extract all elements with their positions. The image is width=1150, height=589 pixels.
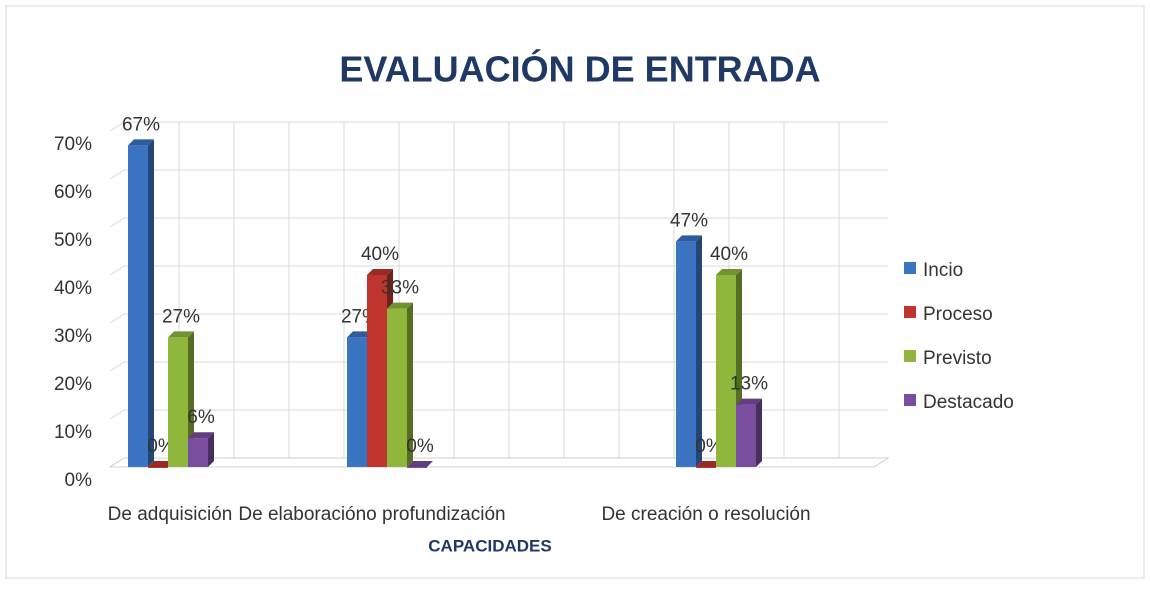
y-tick-label: 70% — [54, 134, 92, 155]
bar-top — [188, 432, 214, 439]
data-label: 40% — [710, 244, 748, 265]
legend-swatch — [904, 262, 916, 274]
bar-top — [676, 235, 702, 242]
x-tick-label: De elaboracióno profundización — [238, 504, 505, 525]
y-tick-label: 30% — [54, 326, 92, 347]
x-tick-label: De creación o resolución — [601, 504, 810, 525]
data-label: 6% — [187, 407, 215, 428]
bar — [148, 467, 168, 468]
data-label: 13% — [730, 374, 768, 395]
bar-top — [347, 331, 373, 338]
chart-title: EVALUACIÓN DE ENTRADA — [339, 48, 820, 90]
legend-label: Destacado — [923, 392, 1014, 413]
legend-swatch — [904, 350, 916, 362]
bar-side — [756, 398, 762, 467]
data-label: 40% — [361, 244, 399, 265]
bar-top — [696, 461, 722, 467]
data-label: 0% — [406, 436, 434, 457]
y-tick-label: 0% — [65, 470, 93, 491]
bar-side — [188, 331, 194, 467]
grid-line — [109, 361, 888, 372]
bar-top — [736, 398, 762, 405]
grid-line — [109, 265, 888, 276]
grid-line — [109, 121, 888, 132]
legend-label: Previsto — [923, 348, 992, 369]
bar-top — [387, 302, 413, 309]
data-label: 67% — [122, 114, 160, 135]
y-tick-label: 20% — [54, 374, 92, 395]
x-axis-title: CAPACIDADES — [428, 536, 551, 555]
data-label: 27% — [162, 306, 200, 327]
bar — [736, 404, 756, 467]
bar-top — [407, 461, 433, 467]
data-label: 47% — [670, 210, 708, 231]
bar-top — [148, 461, 174, 467]
x-tick-label: De adquisición — [108, 504, 233, 525]
grid-line — [109, 313, 888, 324]
y-tick-label: 60% — [54, 182, 92, 203]
legend-swatch — [904, 306, 916, 318]
bar — [367, 275, 387, 467]
legend-label: Proceso — [923, 304, 993, 325]
y-tick-label: 10% — [54, 422, 92, 443]
data-label: 33% — [381, 278, 419, 299]
chart-border — [5, 5, 1145, 579]
data-label: 0% — [147, 436, 175, 457]
y-tick-label: 40% — [54, 278, 92, 299]
bar — [716, 275, 736, 467]
bar — [188, 438, 208, 467]
legend-label: Incio — [923, 260, 963, 281]
floor — [108, 457, 890, 468]
bar — [407, 467, 427, 468]
y-tick-label: 50% — [54, 230, 92, 251]
bar — [676, 241, 696, 467]
bar — [387, 308, 407, 467]
bar — [347, 337, 367, 467]
bar — [128, 145, 148, 467]
legend-swatch — [904, 394, 916, 406]
grid-line — [109, 169, 888, 180]
data-label: 0% — [695, 436, 723, 457]
bar-side — [208, 432, 214, 467]
bar-side — [148, 139, 154, 467]
bar-top — [128, 139, 154, 146]
bar-top — [168, 331, 194, 338]
bar-side — [407, 302, 413, 467]
grid-line — [109, 409, 888, 420]
bar — [696, 467, 716, 468]
bar — [168, 337, 188, 467]
grid-line — [109, 217, 888, 228]
bar-side — [696, 235, 702, 467]
bar-top — [367, 269, 393, 275]
bar-top — [716, 269, 742, 275]
